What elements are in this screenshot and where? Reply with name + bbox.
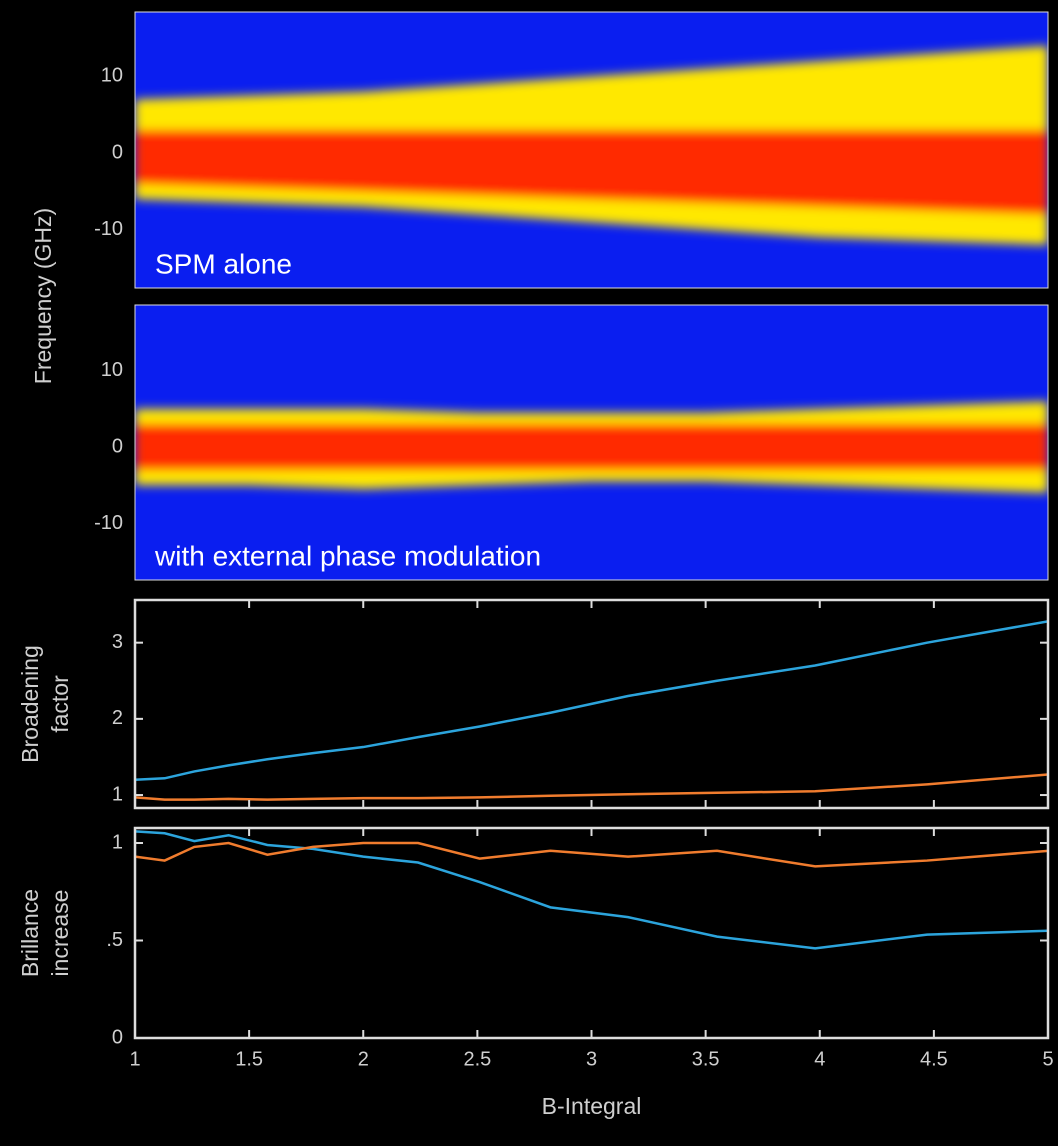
y-tick-label: -10: [94, 218, 123, 240]
annotation: SPM alone: [155, 248, 292, 279]
y-axis-label: factor: [47, 675, 73, 733]
y-tick-label: 2: [112, 707, 123, 729]
plot-content: [135, 45, 1048, 246]
x-tick-label: 4.5: [920, 1048, 948, 1070]
x-tick-label: 4: [814, 1048, 825, 1070]
y-tick-label: 10: [101, 359, 123, 381]
y-tick-label: -10: [94, 512, 123, 534]
y-tick-label: 3: [112, 631, 123, 653]
plot-content: [135, 830, 1048, 950]
series-line: [135, 830, 1048, 950]
y-axis-label: Brillance: [17, 889, 43, 977]
annotation: with external phase modulation: [154, 540, 541, 571]
core-band: [135, 424, 1048, 470]
series-line: [135, 773, 1048, 801]
x-tick-label: 1.5: [235, 1048, 263, 1070]
series-line: [135, 841, 1048, 868]
frame: [134, 11, 1049, 289]
y-tick-label: 1: [112, 831, 123, 853]
y-axis-label: Frequency (GHz): [30, 208, 56, 384]
heat: [135, 401, 1048, 493]
frame: [134, 304, 1049, 581]
plot-area: [135, 828, 1048, 1038]
x-axis-label: B-Integral: [542, 1093, 642, 1119]
y-axis-label: Broadening: [17, 645, 43, 763]
series-line: [135, 620, 1048, 782]
x-tick-label: 5: [1042, 1048, 1053, 1070]
y-tick-label: .5: [106, 929, 123, 951]
x-tick-label: 2.5: [463, 1048, 491, 1070]
y-axis-label: increase: [47, 890, 73, 977]
frame: [133, 826, 1050, 1040]
y-tick-label: 10: [101, 65, 123, 87]
y-tick-label: 1: [112, 783, 123, 805]
x-tick-label: 1: [129, 1048, 140, 1070]
y-tick-label: 0: [112, 435, 123, 457]
plot-content: [135, 620, 1048, 801]
frame: [133, 598, 1050, 810]
x-tick-label: 3: [586, 1048, 597, 1070]
y-tick-label: 0: [112, 1026, 123, 1048]
x-tick-label: 2: [358, 1048, 369, 1070]
core-band: [135, 130, 1048, 215]
y-tick-label: 0: [112, 141, 123, 163]
plot-content: [135, 401, 1048, 493]
x-tick-label: 3.5: [692, 1048, 720, 1070]
heat: [135, 45, 1048, 246]
